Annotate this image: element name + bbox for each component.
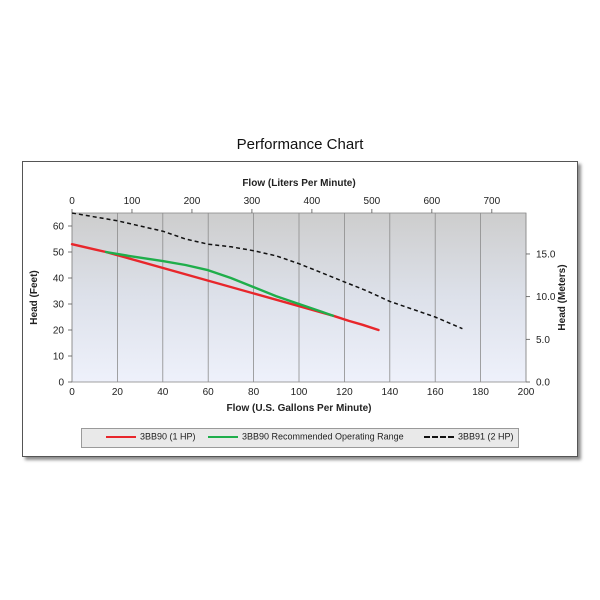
legend-label-3bb91: 3BB91 (2 HP) [458, 431, 514, 442]
x2-tick-label: 600 [423, 196, 440, 207]
legend-item-3bb90: 3BB90 (1 HP) [106, 431, 196, 442]
performance-chart: 0 20 40 60 80 100 120 140 160 180 200 0 10 20 30 40 50 60… [29, 178, 568, 414]
series-line-2 [71, 212, 463, 330]
y2-tick-label: 0.0 [536, 378, 550, 389]
x-tick-label: 160 [427, 387, 444, 398]
y2-axis-title: Head (Meters) [557, 264, 568, 330]
grid-lines [71, 213, 527, 382]
y2-tick-label: 10.0 [536, 292, 556, 303]
x-tick-label: 40 [157, 387, 169, 398]
axes: 0 20 40 60 80 100 120 140 160 180 200 0 10 20 30 40 50 60… [29, 178, 568, 414]
y2-tick-label: 15.0 [536, 249, 556, 260]
x-tick-label: 20 [112, 387, 124, 398]
legend-item-3bb91: 3BB91 (2 HP) [424, 431, 514, 442]
x2-tick-label: 500 [364, 196, 381, 207]
x-tick-label: 180 [472, 387, 489, 398]
x2-tick-label: 100 [124, 196, 141, 207]
y-tick-label: 10 [53, 352, 65, 363]
legend-label-3bb90: 3BB90 (1 HP) [140, 431, 196, 442]
x-tick-label: 100 [291, 387, 308, 398]
x-tick-label: 60 [203, 387, 215, 398]
series-line-0 [70, 242, 380, 332]
y-tick-label: 30 [53, 300, 65, 311]
series-lines [70, 212, 463, 332]
x-tick-label: 0 [69, 387, 75, 398]
legend-swatch-3bb90-range [208, 435, 238, 438]
legend-swatch-3bb91 [424, 435, 454, 438]
y-tick-label: 60 [53, 222, 65, 233]
legend-swatch-3bb90 [106, 435, 136, 438]
legend: 3BB90 (1 HP) 3BB90 Recommended Operating… [81, 428, 519, 448]
legend-item-3bb90-range: 3BB90 Recommended Operating Range [208, 431, 404, 442]
x2-tick-label: 0 [69, 196, 75, 207]
x-tick-label: 120 [336, 387, 353, 398]
x-tick-label: 80 [248, 387, 260, 398]
chart-frame: 0 20 40 60 80 100 120 140 160 180 200 0 10 20 30 40 50 60… [22, 161, 578, 457]
y-tick-label: 40 [53, 274, 65, 285]
series-line-1 [104, 250, 335, 317]
x-tick-label: 200 [518, 387, 535, 398]
x2-tick-label: 200 [184, 196, 201, 207]
y-axis-title: Head (Feet) [29, 270, 40, 324]
y-tick-label: 20 [53, 326, 65, 337]
y2-tick-label: 5.0 [536, 335, 550, 346]
y-tick-label: 0 [58, 378, 64, 389]
x2-axis-title: Flow (Liters Per Minute) [242, 178, 355, 189]
x2-tick-label: 400 [304, 196, 321, 207]
page-title: Performance Chart [236, 136, 364, 153]
legend-label-3bb90-range: 3BB90 Recommended Operating Range [242, 431, 404, 442]
x-axis-title: Flow (U.S. Gallons Per Minute) [226, 403, 371, 414]
x-tick-label: 140 [381, 387, 398, 398]
y-tick-label: 50 [53, 248, 65, 259]
x2-tick-label: 300 [244, 196, 261, 207]
x2-tick-label: 700 [483, 196, 500, 207]
